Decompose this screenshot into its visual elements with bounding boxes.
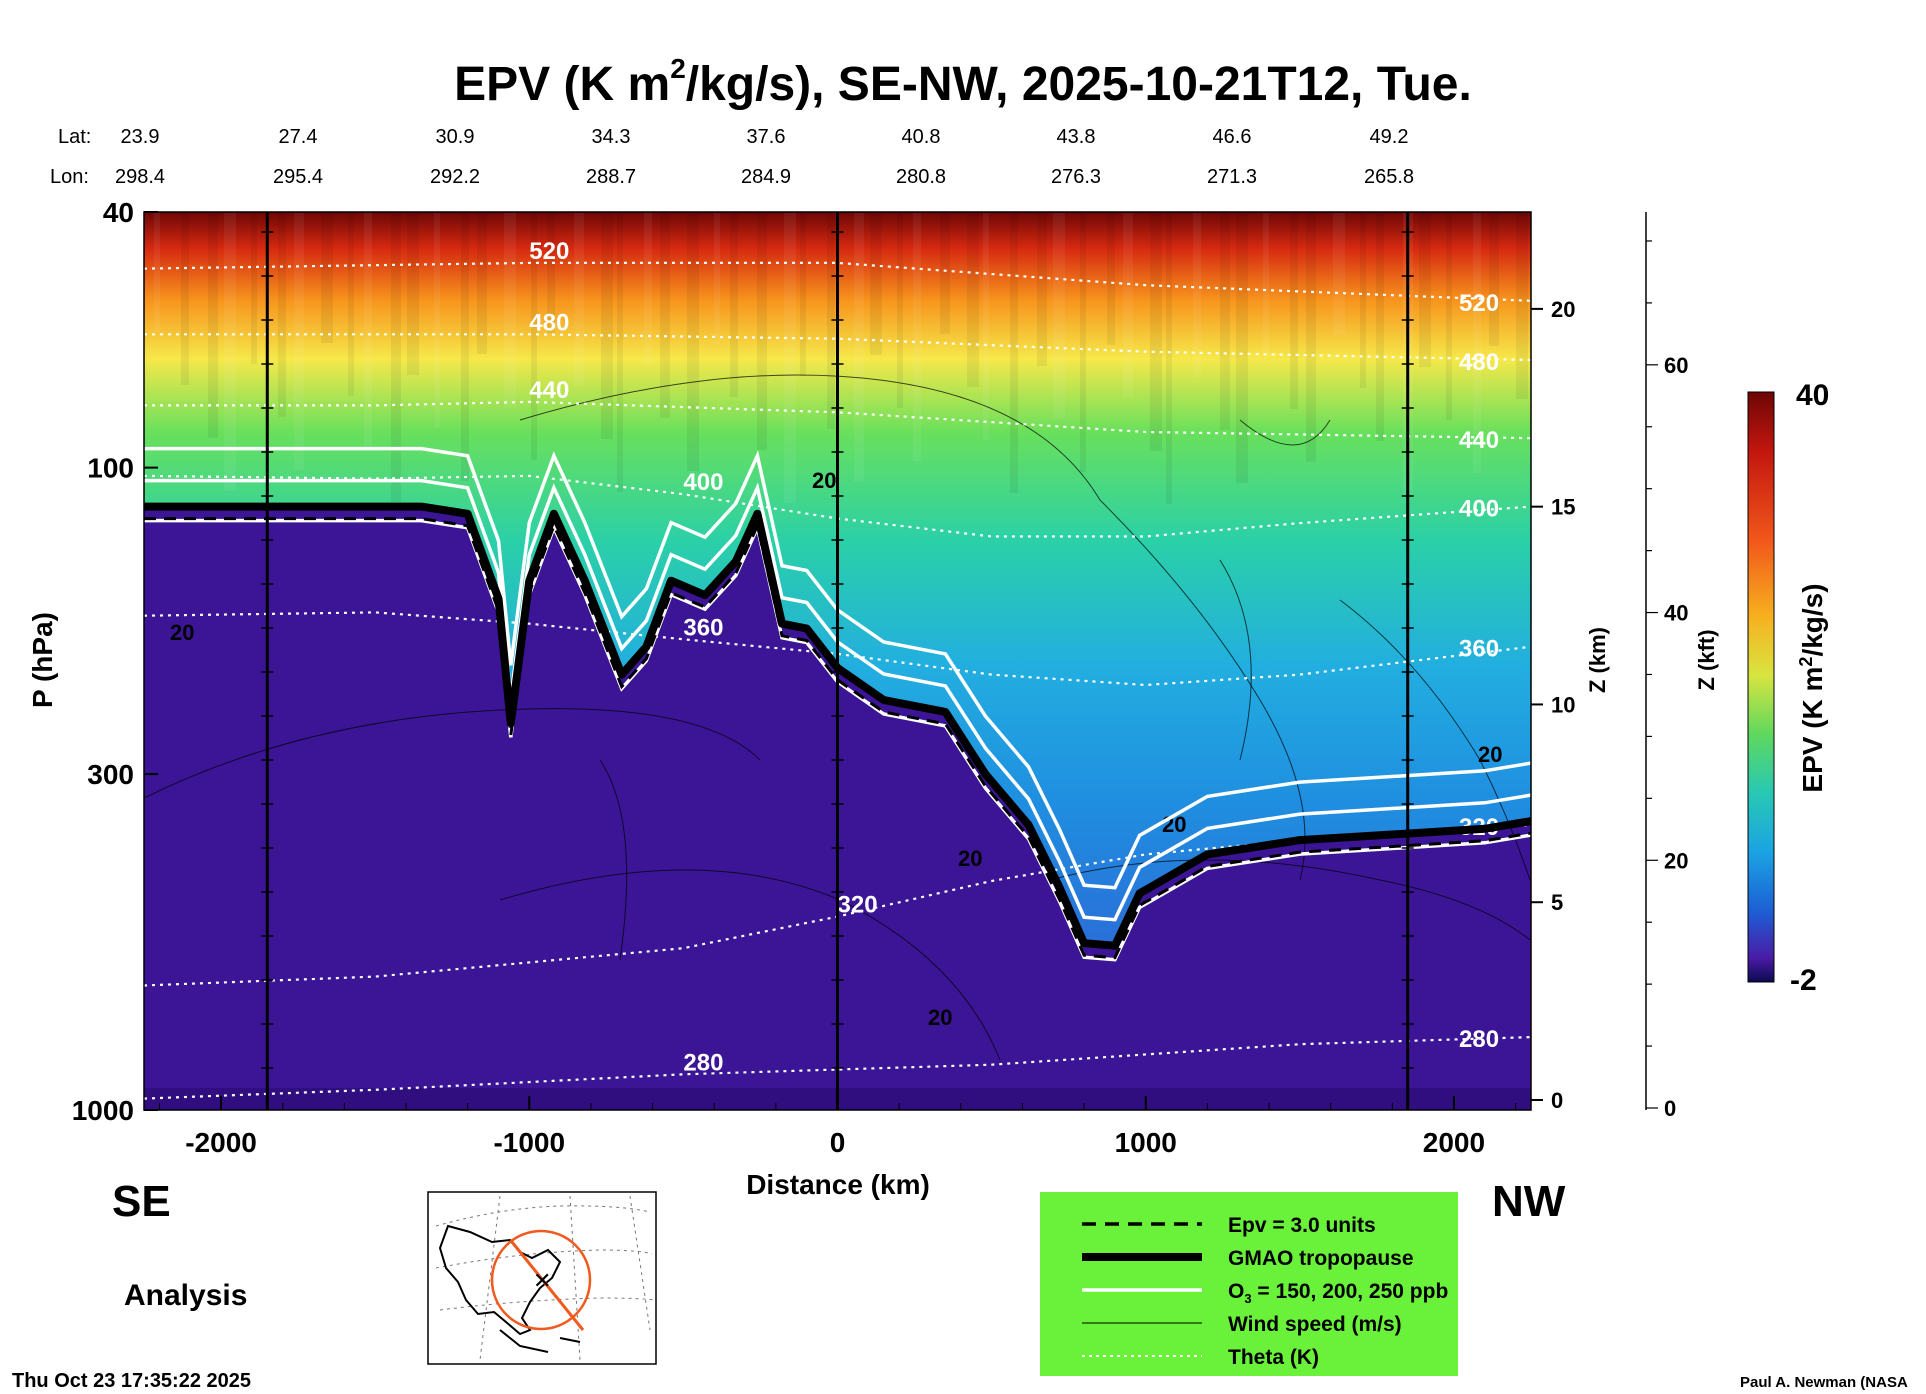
theta-label-left: 480 <box>529 309 569 336</box>
wind-speed-label: 20 <box>1478 742 1502 767</box>
theta-line-360 <box>144 611 1531 687</box>
chart-title: EPV (K m2/kg/s), SE-NW, 2025-10-21T12, T… <box>454 53 1472 111</box>
theta-label-left: 400 <box>683 469 723 496</box>
theta-line-320 <box>144 823 1531 987</box>
lon-value: 292.2 <box>430 166 480 188</box>
lat-value: 49.2 <box>1370 126 1409 148</box>
colorbar-title: EPV (K m2/kg/s) <box>1796 583 1828 792</box>
colorbar-max-label: 40 <box>1796 379 1829 412</box>
z-kft-tick-label: 40 <box>1664 601 1688 626</box>
legend-item-o3: O3 = 150, 200, 250 ppb <box>1228 1280 1448 1306</box>
theta-label-left: 280 <box>683 1049 723 1076</box>
wind-speed-label: 20 <box>170 620 194 645</box>
lon-value: 265.8 <box>1364 166 1414 188</box>
lon-value: 295.4 <box>273 166 323 188</box>
theta-label-right: 480 <box>1459 349 1499 376</box>
lon-value: 271.3 <box>1207 166 1257 188</box>
z-kft-tick-label: 20 <box>1664 848 1688 873</box>
epv-3-contour <box>144 517 1531 960</box>
z-km-tick-label: 20 <box>1551 297 1575 322</box>
x-tick-label: -1000 <box>493 1127 565 1158</box>
lat-value: 34.3 <box>592 126 631 148</box>
wind-speed-label: 20 <box>812 468 836 493</box>
theta-label-right: 280 <box>1459 1026 1499 1053</box>
lon-value: 276.3 <box>1051 166 1101 188</box>
theta-label-right: 440 <box>1459 427 1499 454</box>
z-km-tick-label: 0 <box>1551 1088 1563 1113</box>
title-rest: /kg/s), SE-NW, 2025-10-21T12, Tue. <box>686 58 1472 111</box>
title-main: EPV (K m <box>454 58 670 111</box>
z-km-tick-label: 15 <box>1551 495 1575 520</box>
svg-text:✕: ✕ <box>533 1268 551 1293</box>
z-km-title: Z (km) <box>1585 627 1610 693</box>
theta-label-left: 320 <box>838 892 878 919</box>
theta-label-right: 360 <box>1459 636 1499 663</box>
x-tick-label: -2000 <box>185 1127 257 1158</box>
lat-label: Lat: <box>58 126 91 148</box>
lon-value: 298.4 <box>115 166 165 188</box>
z-kft-title: Z (kft) <box>1694 629 1719 690</box>
lon-label: Lon: <box>50 166 89 188</box>
x-axis-title: Distance (km) <box>746 1169 930 1200</box>
z-kft-tick-label: 60 <box>1664 353 1688 378</box>
legend-item-tropopause: GMAO tropopause <box>1228 1247 1414 1270</box>
legend-o3-sub: 3 <box>1244 1291 1251 1306</box>
lat-value: 37.6 <box>747 126 786 148</box>
lat-value: 27.4 <box>279 126 318 148</box>
wind-speed-label: 20 <box>928 1005 952 1030</box>
lat-value: 30.9 <box>436 126 475 148</box>
lon-value: 280.8 <box>896 166 946 188</box>
y-tick-label: 1000 <box>72 1095 134 1126</box>
theta-label-right: 400 <box>1459 496 1499 523</box>
x-tick-label: 0 <box>830 1127 846 1158</box>
lon-value: 288.7 <box>586 166 636 188</box>
o3-contour-150 <box>144 446 1531 890</box>
y-tick-label: 100 <box>87 453 134 484</box>
wind-speed-label: 20 <box>958 846 982 871</box>
z-km-tick-label: 5 <box>1551 890 1563 915</box>
theta-line-520 <box>144 261 1531 302</box>
gmao-tropopause-line <box>144 502 1531 950</box>
legend-item-epv: Epv = 3.0 units <box>1228 1214 1376 1237</box>
theta-label-left: 440 <box>529 377 569 404</box>
colorbar-min-label: -2 <box>1790 964 1817 997</box>
theta-label-right: 520 <box>1459 290 1499 317</box>
x-tick-label: 1000 <box>1115 1127 1177 1158</box>
o3-contour-250 <box>144 518 1531 962</box>
z-kft-tick-label: 0 <box>1664 1096 1676 1121</box>
legend-o3-post: = 150, 200, 250 ppb <box>1252 1280 1449 1303</box>
y-axis-title: P (hPa) <box>27 612 58 708</box>
theta-line-280 <box>144 1036 1531 1100</box>
title-superscript: 2 <box>670 53 686 84</box>
lat-value: 43.8 <box>1057 126 1096 148</box>
direction-se: SE <box>112 1177 171 1226</box>
theta-label-left: 520 <box>529 238 569 265</box>
lon-value: 284.9 <box>741 166 791 188</box>
colorbar <box>1747 391 1775 983</box>
inset-map: ✕ <box>427 1191 657 1365</box>
y-tick-label: 300 <box>87 759 134 790</box>
legend-item-theta: Theta (K) <box>1228 1346 1319 1369</box>
theta-line-480 <box>144 333 1531 362</box>
analysis-label: Analysis <box>124 1279 247 1312</box>
legend: Epv = 3.0 units GMAO tropopause O3 = 150… <box>1082 1214 1448 1369</box>
lat-value: 23.9 <box>121 126 160 148</box>
lat-value: 46.6 <box>1213 126 1252 148</box>
legend-item-wind: Wind speed (m/s) <box>1228 1313 1402 1336</box>
x-tick-label: 2000 <box>1423 1127 1485 1158</box>
lat-value: 40.8 <box>902 126 941 148</box>
y-tick-label: 40 <box>103 197 134 228</box>
legend-o3-pre: O <box>1228 1280 1244 1303</box>
direction-nw: NW <box>1492 1177 1566 1226</box>
theta-line-440 <box>144 400 1531 440</box>
theta-label-left: 360 <box>683 614 723 641</box>
timestamp: Thu Oct 23 17:35:22 2025 <box>12 1370 251 1392</box>
credit: Paul A. Newman (NASA <box>1740 1374 1908 1391</box>
z-km-tick-label: 10 <box>1551 692 1575 717</box>
